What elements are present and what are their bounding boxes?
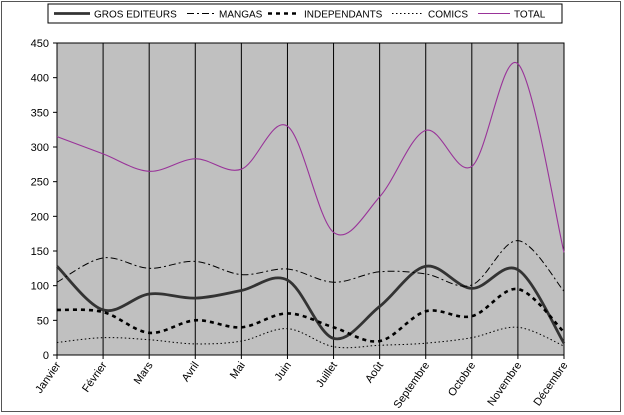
y-tick-label: 350 <box>31 107 49 119</box>
x-tick-label: Octobre <box>446 360 478 399</box>
x-tick-label: Septembre <box>391 360 432 411</box>
x-tick-label: Décembre <box>532 360 571 408</box>
y-tick-label: 250 <box>31 177 49 189</box>
series-line-total <box>56 61 565 253</box>
series-line-mangas <box>56 240 565 292</box>
x-tick-label: Mars <box>132 359 156 386</box>
legend <box>47 3 563 24</box>
x-tick-label: Août <box>363 360 386 385</box>
x-tick-label: Janvier <box>33 360 63 396</box>
y-tick-label: 400 <box>31 73 49 85</box>
series-line-comics <box>56 326 565 349</box>
legend-label-total: TOTAL <box>514 10 546 21</box>
x-tick-label: Juillet <box>314 360 340 390</box>
y-tick-label: 300 <box>31 142 49 154</box>
y-tick-label: 50 <box>37 315 49 327</box>
x-tick-label: Mai <box>228 360 248 381</box>
x-tick-label: Avril <box>180 360 202 384</box>
series-line-independants <box>56 287 565 343</box>
y-tick-label: 100 <box>31 281 49 293</box>
y-tick-label: 450 <box>31 38 49 50</box>
series-line-gros-editeurs <box>56 264 566 344</box>
legend-label-gros-editeurs: GROS EDITEURS <box>94 10 177 21</box>
y-tick-label: 0 <box>43 350 49 362</box>
plot-area <box>56 42 565 356</box>
y-tick-label: 150 <box>31 246 49 258</box>
x-tick-label: Février <box>80 360 110 395</box>
x-tick-label: Novembre <box>485 360 524 408</box>
legend-label-comics: COMICS <box>428 10 468 21</box>
legend-label-independants: INDEPENDANTS <box>304 10 383 21</box>
y-tick-label: 200 <box>31 211 49 223</box>
legend-label-mangas: MANGAS <box>219 10 263 21</box>
x-tick-label: Juin <box>273 360 294 383</box>
